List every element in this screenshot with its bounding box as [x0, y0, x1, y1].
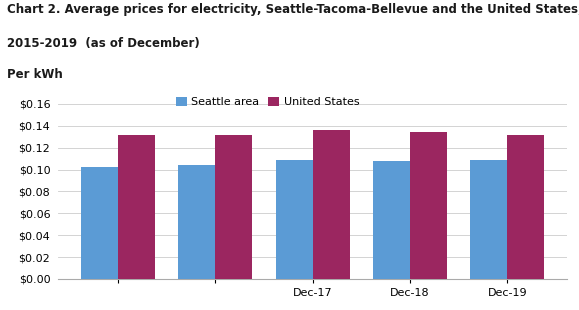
Bar	[410, 132, 447, 279]
Bar	[178, 165, 215, 279]
Bar	[276, 160, 313, 279]
Bar	[81, 167, 118, 279]
Text: Per kWh: Per kWh	[7, 68, 63, 81]
Bar	[507, 135, 544, 279]
Bar	[215, 135, 252, 279]
Legend: Seattle area, United States: Seattle area, United States	[175, 97, 360, 107]
Bar	[118, 135, 155, 279]
Text: 2015-2019  (as of December): 2015-2019 (as of December)	[7, 37, 200, 50]
Bar	[470, 160, 507, 279]
Bar	[313, 130, 350, 279]
Bar	[373, 161, 410, 279]
Text: Chart 2. Average prices for electricity, Seattle-Tacoma-Bellevue and the United : Chart 2. Average prices for electricity,…	[7, 3, 579, 16]
